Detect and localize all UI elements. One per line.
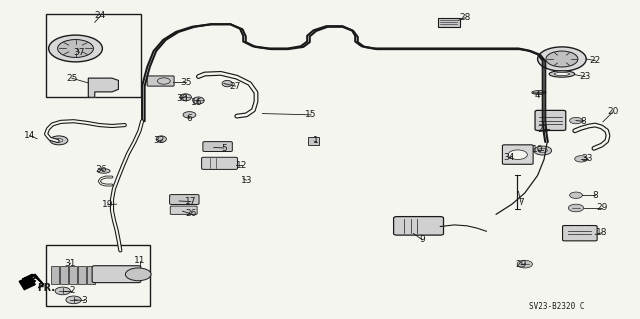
- Ellipse shape: [222, 80, 232, 87]
- Text: 8: 8: [581, 117, 586, 126]
- FancyBboxPatch shape: [394, 217, 444, 235]
- Ellipse shape: [549, 71, 575, 77]
- Text: 27: 27: [230, 82, 241, 91]
- Text: 8: 8: [593, 191, 598, 200]
- Circle shape: [50, 136, 68, 145]
- Bar: [69, 266, 77, 284]
- Bar: [87, 266, 95, 284]
- Text: 37: 37: [74, 48, 85, 57]
- Text: 17: 17: [185, 197, 196, 206]
- Ellipse shape: [97, 169, 110, 173]
- Text: 32: 32: [153, 137, 164, 145]
- Circle shape: [49, 35, 102, 62]
- Text: 34: 34: [504, 153, 515, 162]
- Text: 25: 25: [66, 74, 77, 83]
- FancyBboxPatch shape: [170, 195, 199, 204]
- Circle shape: [55, 287, 70, 295]
- Circle shape: [534, 146, 552, 155]
- Text: FR.: FR.: [37, 283, 55, 293]
- Ellipse shape: [193, 97, 204, 104]
- FancyBboxPatch shape: [170, 206, 197, 214]
- Polygon shape: [22, 274, 44, 288]
- Text: 1: 1: [313, 137, 318, 145]
- Text: 15: 15: [305, 110, 317, 119]
- Text: 2: 2: [69, 286, 74, 295]
- Text: 16: 16: [191, 98, 203, 107]
- Text: 20: 20: [607, 107, 619, 116]
- Text: 31: 31: [65, 259, 76, 268]
- Text: 18: 18: [596, 228, 607, 237]
- Circle shape: [517, 260, 532, 268]
- FancyBboxPatch shape: [563, 226, 597, 241]
- Circle shape: [58, 40, 93, 57]
- Circle shape: [575, 156, 588, 162]
- Circle shape: [546, 51, 578, 67]
- Text: 10: 10: [532, 145, 543, 154]
- Text: 7: 7: [518, 198, 524, 207]
- Text: 5: 5: [221, 144, 227, 152]
- Bar: [60, 266, 68, 284]
- Text: 21: 21: [537, 125, 548, 134]
- Text: 9: 9: [420, 235, 425, 244]
- FancyBboxPatch shape: [438, 18, 460, 27]
- FancyBboxPatch shape: [92, 266, 141, 283]
- Text: 6: 6: [187, 114, 192, 122]
- Text: 23: 23: [579, 72, 591, 81]
- Polygon shape: [88, 78, 118, 97]
- Circle shape: [508, 150, 527, 160]
- Text: SV23-B2320 C: SV23-B2320 C: [529, 302, 584, 311]
- Text: 33: 33: [582, 154, 593, 163]
- Text: 11: 11: [134, 256, 145, 265]
- Text: 12: 12: [236, 161, 248, 170]
- Text: 4: 4: [535, 91, 540, 100]
- Bar: [46, 245, 150, 306]
- Circle shape: [125, 268, 151, 281]
- Circle shape: [570, 192, 582, 198]
- Text: 13: 13: [241, 176, 252, 185]
- Ellipse shape: [554, 72, 570, 76]
- Bar: [46, 14, 141, 97]
- Text: 28: 28: [459, 13, 470, 22]
- Ellipse shape: [156, 136, 166, 142]
- Text: 36: 36: [95, 165, 107, 174]
- Text: 35: 35: [180, 78, 191, 87]
- FancyBboxPatch shape: [535, 110, 566, 130]
- Text: 29: 29: [515, 260, 527, 269]
- Circle shape: [66, 296, 81, 304]
- Text: 26: 26: [185, 209, 196, 218]
- Bar: [78, 266, 86, 284]
- Polygon shape: [19, 276, 35, 290]
- Circle shape: [538, 47, 586, 71]
- Ellipse shape: [180, 94, 191, 101]
- Circle shape: [183, 112, 196, 118]
- FancyBboxPatch shape: [203, 142, 232, 152]
- Ellipse shape: [532, 91, 546, 94]
- FancyBboxPatch shape: [202, 157, 237, 169]
- Text: 22: 22: [589, 56, 601, 65]
- Text: 30: 30: [176, 94, 188, 103]
- Text: 19: 19: [102, 200, 113, 209]
- Text: 29: 29: [596, 204, 607, 212]
- FancyBboxPatch shape: [147, 76, 174, 86]
- Bar: [51, 266, 59, 284]
- FancyBboxPatch shape: [308, 137, 319, 145]
- Circle shape: [570, 117, 582, 124]
- Text: 3: 3: [82, 296, 87, 305]
- FancyBboxPatch shape: [502, 145, 533, 164]
- Circle shape: [568, 204, 584, 212]
- Text: 14: 14: [24, 131, 36, 140]
- Text: 24: 24: [95, 11, 106, 20]
